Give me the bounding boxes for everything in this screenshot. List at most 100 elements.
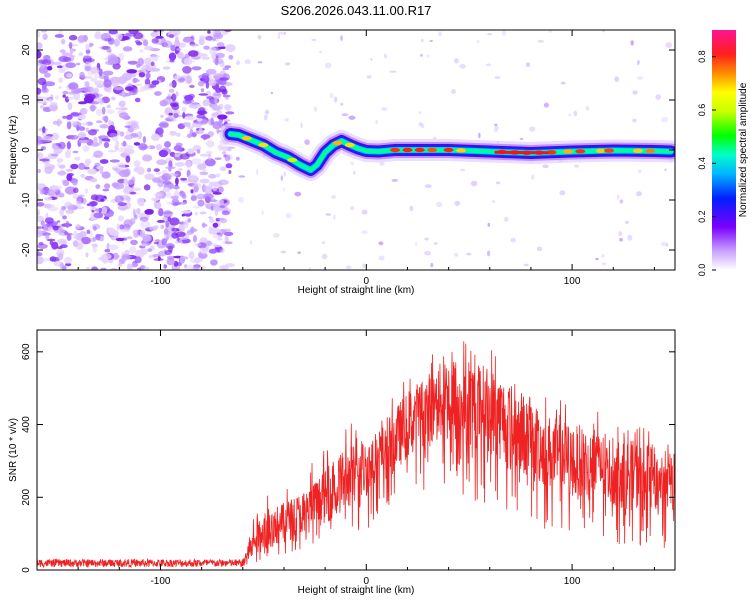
heatmap-noise-blob <box>122 46 133 52</box>
heatmap-noise-blob <box>115 32 123 41</box>
heatmap-speckle <box>655 94 661 100</box>
heatmap-noise-blob <box>93 150 104 158</box>
heatmap-noise-blob <box>178 42 186 48</box>
heatmap-noise-blob <box>129 191 137 195</box>
heatmap-noise-blob <box>37 202 45 207</box>
heatmap-noise-blob <box>170 202 182 206</box>
heatmap-speckle <box>340 35 343 42</box>
heatmap-noise-blob <box>93 226 97 231</box>
heatmap-noise-blob <box>143 184 151 191</box>
heatmap-noise-blob <box>108 125 115 133</box>
heatmap-noise-blob <box>212 186 218 191</box>
heatmap-noise-blob <box>145 72 151 79</box>
heatmap-noise-blob <box>175 177 179 185</box>
heatmap-speckle <box>460 168 466 172</box>
heatmap-noise-blob <box>65 262 72 267</box>
heatmap-speckle <box>249 239 252 245</box>
heatmap-noise-blob <box>123 148 135 155</box>
heatmap-noise-blob <box>219 85 227 93</box>
snr-trace <box>37 341 675 569</box>
heatmap-speckle <box>574 164 579 168</box>
heatmap-noise-blob <box>77 114 87 120</box>
heatmap-noise-blob <box>199 171 209 176</box>
heatmap-speckle <box>277 31 285 35</box>
heatmap-speckle <box>438 31 442 37</box>
heatmap-noise-blob <box>169 233 173 241</box>
heatmap-noise-blob <box>95 233 101 241</box>
heatmap-noise-blob <box>174 153 181 158</box>
heatmap-noise-blob <box>200 239 208 243</box>
heatmap-noise-blob <box>175 240 179 244</box>
heatmap-noise-blob <box>119 228 131 233</box>
heatmap-noise-blob <box>225 263 235 268</box>
heatmap-speckle <box>350 161 355 166</box>
heatmap-noise-blob <box>166 191 172 199</box>
heatmap-speckle <box>381 107 388 112</box>
heatmap-noise-blob <box>88 129 97 136</box>
heatmap-noise-blob <box>208 199 217 203</box>
heatmap-noise-blob <box>184 115 193 121</box>
heatmap-noise-blob <box>121 36 130 40</box>
heatmap-noise-blob <box>170 44 176 52</box>
heatmap-noise-blob <box>216 42 225 48</box>
heatmap-speckle <box>283 187 286 192</box>
heatmap-speckle <box>321 253 328 260</box>
heatmap-noise-blob <box>213 234 222 239</box>
heatmap-noise-blob <box>40 146 46 151</box>
heatmap-speckle <box>283 172 286 177</box>
heatmap-noise-blob <box>117 202 127 207</box>
heatmap-noise-blob <box>62 180 70 187</box>
heatmap-ridge-hotspot <box>456 148 466 153</box>
heatmap-noise-blob <box>154 201 162 210</box>
heatmap-speckle <box>294 191 302 197</box>
heatmap-noise-blob <box>104 183 111 189</box>
heatmap-noise-blob <box>80 173 86 178</box>
heatmap-noise-blob <box>151 80 160 85</box>
heatmap-speckle <box>424 237 430 241</box>
snr-series-line <box>37 341 675 569</box>
heatmap-speckle <box>531 174 535 180</box>
heatmap-noise-blob <box>180 180 191 183</box>
heatmap-noise-blob <box>155 171 162 175</box>
heatmap-noise-blob <box>217 114 228 120</box>
heatmap-noise-blob <box>81 122 89 126</box>
heatmap-noise-blob <box>198 127 203 135</box>
heatmap-speckle <box>630 40 634 46</box>
heatmap-noise-blob <box>173 190 180 198</box>
heatmap-noise-blob <box>177 51 184 59</box>
heatmap-speckle <box>529 126 536 132</box>
heatmap-speckle <box>419 53 424 57</box>
heatmap-speckle <box>510 237 516 243</box>
heatmap-noise-blob <box>191 158 202 165</box>
heatmap-noise-blob <box>89 178 98 183</box>
heatmap-noise-blob <box>144 78 151 86</box>
heatmap-ridge-hotspot <box>633 148 643 153</box>
heatmap-noise-blob <box>58 141 66 150</box>
heatmap-noise-blob <box>196 53 208 57</box>
heatmap-noise-blob <box>216 110 223 115</box>
heatmap-noise-blob <box>211 105 222 111</box>
heatmap-noise-blob <box>59 192 65 198</box>
heatmap-noise-blob <box>41 87 48 93</box>
heatmap-noise-blob <box>207 204 212 208</box>
heatmap-ridge-hotspot <box>604 148 615 153</box>
heatmap-noise-blob <box>165 243 175 250</box>
heatmap-noise-blob <box>202 168 207 172</box>
heatmap-noise-blob <box>182 37 194 43</box>
heatmap-noise-blob <box>62 115 67 119</box>
heatmap-speckle <box>429 39 433 43</box>
heatmap-noise-blob <box>70 163 79 170</box>
heatmap-noise-blob <box>212 121 222 130</box>
snr-x-tick-label: 0 <box>364 576 370 587</box>
heatmap-speckle <box>391 178 398 182</box>
heatmap-noise-blob <box>152 254 161 258</box>
heatmap-noise-blob <box>48 99 53 103</box>
heatmap-noise-blob <box>144 209 154 215</box>
heatmap-noise-blob <box>84 65 92 72</box>
heatmap-noise-blob <box>108 119 112 126</box>
heatmap-speckle <box>627 234 633 241</box>
heatmap-speckle <box>362 263 366 269</box>
heatmap-speckle <box>526 62 530 67</box>
heatmap-noise-blob <box>84 58 95 63</box>
heatmap-noise-blob <box>182 122 191 127</box>
